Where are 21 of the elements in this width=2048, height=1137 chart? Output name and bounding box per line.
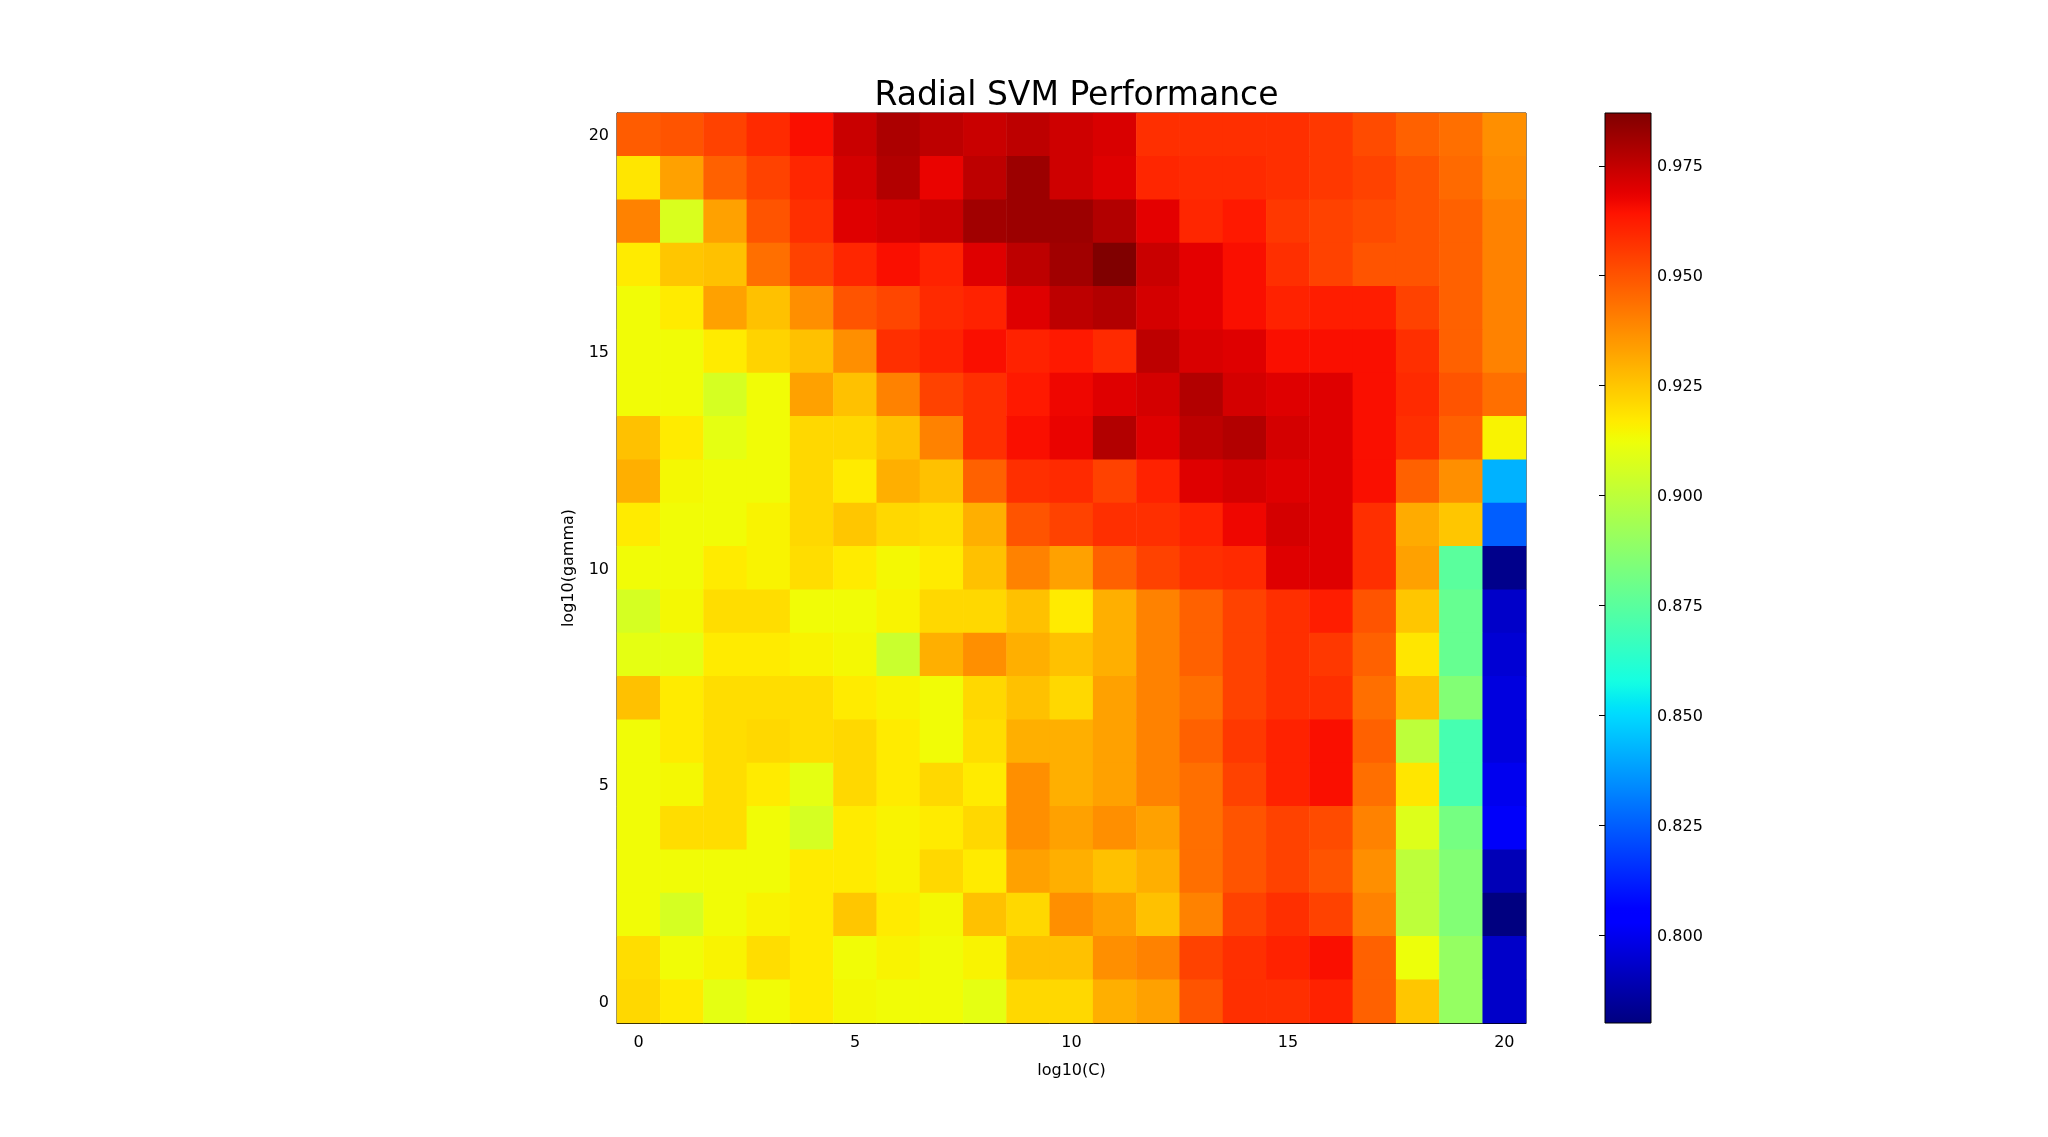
x-tick-label: 20 — [1494, 1031, 1515, 1051]
x-tick-label: 0 — [633, 1031, 644, 1051]
color-bar-label: 0.825 — [1657, 815, 1703, 835]
color-bar-label: 0.925 — [1657, 376, 1703, 396]
x-axis-title: log10(C) — [1037, 1059, 1106, 1079]
color-bar-label: 0.800 — [1657, 925, 1703, 945]
x-tick-label: 10 — [1061, 1031, 1082, 1051]
color-bar-label: 0.900 — [1657, 485, 1703, 505]
color-bar-label: 0.975 — [1657, 156, 1703, 176]
color-bar-label: 0.875 — [1657, 595, 1703, 615]
y-tick-label: 15 — [588, 341, 609, 361]
y-tick-label: 0 — [598, 991, 609, 1011]
y-tick-label: 5 — [598, 775, 609, 795]
color-bar-label: 0.950 — [1657, 266, 1703, 286]
y-axis-title: log10(gamma) — [557, 508, 577, 628]
y-tick-label: 20 — [588, 125, 609, 145]
color-bar-label: 0.850 — [1657, 705, 1703, 725]
x-tick-label: 15 — [1277, 1031, 1299, 1051]
x-tick-label: 5 — [849, 1031, 861, 1051]
y-tick-label: 10 — [588, 558, 609, 578]
chart-title: Radial SVM Performance — [874, 74, 1279, 113]
